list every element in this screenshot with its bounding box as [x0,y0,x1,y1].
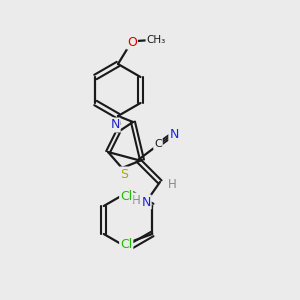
Text: O: O [127,35,137,49]
Text: Cl: Cl [120,190,132,202]
Text: CH₃: CH₃ [146,35,166,45]
Text: C: C [154,139,162,149]
Text: Cl: Cl [120,238,132,251]
Text: H: H [132,194,140,206]
Text: N: N [141,196,151,208]
Text: N: N [110,118,120,131]
Text: N: N [169,128,179,140]
Text: H: H [168,178,176,190]
Text: S: S [120,167,128,181]
